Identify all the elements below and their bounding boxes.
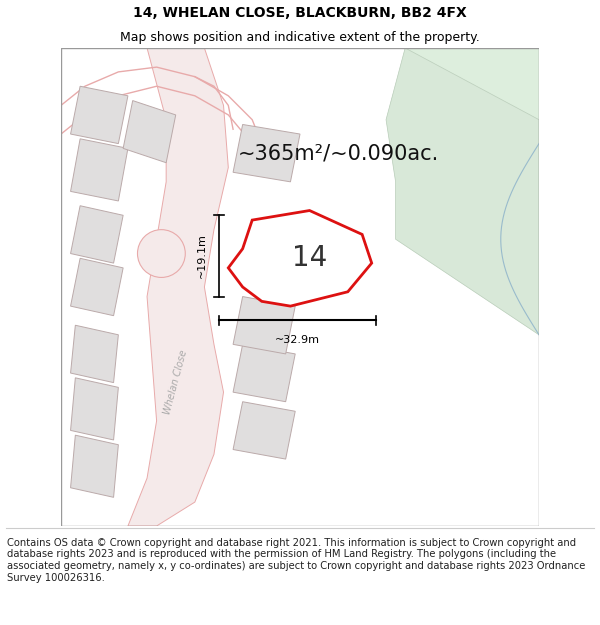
Text: ~19.1m: ~19.1m bbox=[197, 234, 207, 278]
Polygon shape bbox=[405, 48, 539, 120]
Text: Map shows position and indicative extent of the property.: Map shows position and indicative extent… bbox=[120, 31, 480, 44]
Polygon shape bbox=[233, 124, 300, 182]
Polygon shape bbox=[123, 101, 176, 162]
Text: 14, WHELAN CLOSE, BLACKBURN, BB2 4FX: 14, WHELAN CLOSE, BLACKBURN, BB2 4FX bbox=[133, 6, 467, 21]
Polygon shape bbox=[233, 296, 295, 354]
Text: Contains OS data © Crown copyright and database right 2021. This information is : Contains OS data © Crown copyright and d… bbox=[7, 538, 586, 582]
Text: ~32.9m: ~32.9m bbox=[275, 334, 320, 344]
Polygon shape bbox=[71, 86, 128, 144]
Bar bbox=[61, 48, 539, 526]
Polygon shape bbox=[266, 239, 329, 282]
Text: 14: 14 bbox=[292, 244, 327, 272]
Polygon shape bbox=[233, 402, 295, 459]
Polygon shape bbox=[71, 206, 123, 263]
Polygon shape bbox=[71, 139, 128, 201]
Polygon shape bbox=[71, 258, 123, 316]
Polygon shape bbox=[71, 435, 118, 498]
Polygon shape bbox=[71, 378, 118, 440]
Polygon shape bbox=[71, 325, 118, 382]
Text: Whelan Close: Whelan Close bbox=[163, 349, 189, 416]
Circle shape bbox=[137, 229, 185, 278]
Polygon shape bbox=[228, 211, 371, 306]
Polygon shape bbox=[386, 48, 539, 335]
Polygon shape bbox=[128, 48, 228, 526]
Text: ~365m²/~0.090ac.: ~365m²/~0.090ac. bbox=[238, 143, 439, 163]
Polygon shape bbox=[233, 344, 295, 402]
